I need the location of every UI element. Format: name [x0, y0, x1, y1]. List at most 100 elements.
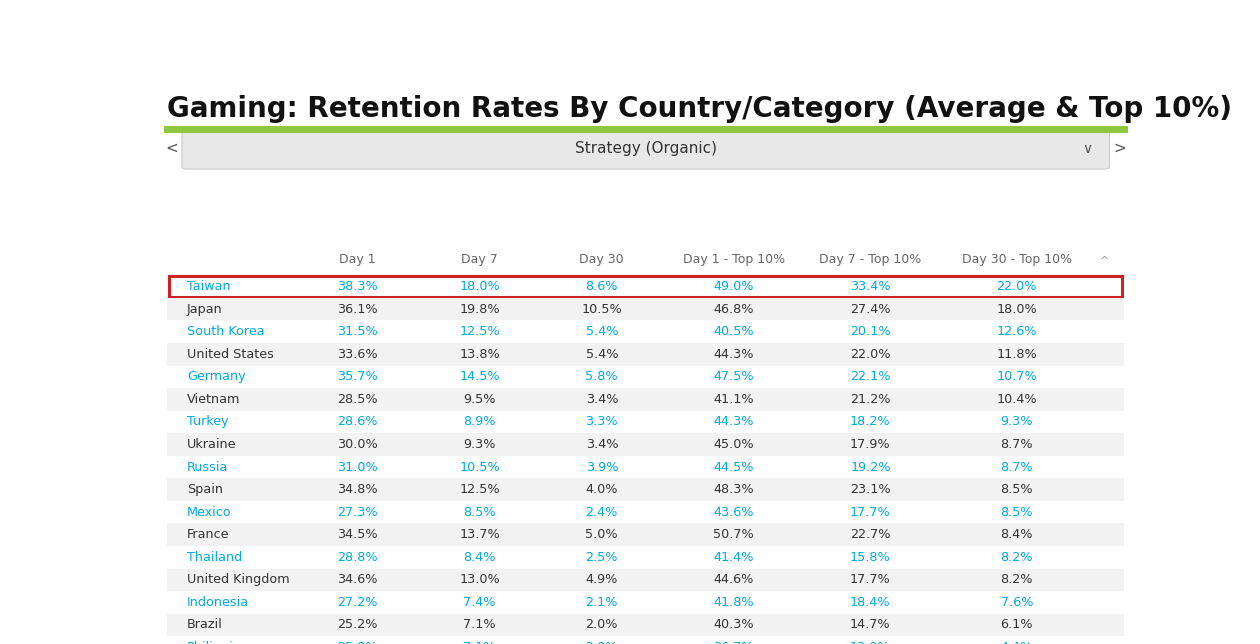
Text: 44.5%: 44.5% [713, 460, 753, 473]
Text: 33.6%: 33.6% [338, 348, 378, 361]
Text: Mexico: Mexico [186, 506, 232, 518]
Text: 44.3%: 44.3% [713, 348, 753, 361]
Text: 49.0%: 49.0% [713, 280, 753, 293]
Text: 13.8%: 13.8% [460, 348, 500, 361]
FancyBboxPatch shape [168, 433, 1124, 456]
Text: Turkey: Turkey [186, 415, 228, 428]
Text: 6.1%: 6.1% [1000, 618, 1033, 632]
Text: Day 1: Day 1 [339, 252, 375, 266]
Text: 27.2%: 27.2% [338, 596, 378, 609]
Text: 3.4%: 3.4% [586, 393, 619, 406]
Text: 28.6%: 28.6% [338, 415, 378, 428]
FancyBboxPatch shape [168, 569, 1124, 591]
Text: 8.5%: 8.5% [1000, 506, 1033, 518]
Text: United States: United States [186, 348, 273, 361]
FancyBboxPatch shape [181, 128, 1110, 169]
Text: 17.7%: 17.7% [850, 506, 891, 518]
Text: 48.3%: 48.3% [713, 483, 753, 496]
Text: 8.2%: 8.2% [1000, 573, 1033, 586]
Text: 2.0%: 2.0% [586, 641, 619, 644]
Text: 12.6%: 12.6% [997, 325, 1037, 338]
Text: Ukraine: Ukraine [186, 438, 237, 451]
Text: Day 1 - Top 10%: Day 1 - Top 10% [683, 252, 785, 266]
FancyBboxPatch shape [168, 320, 1124, 343]
Text: 9.5%: 9.5% [464, 393, 496, 406]
Text: 41.1%: 41.1% [713, 393, 753, 406]
Text: 45.0%: 45.0% [713, 438, 753, 451]
Text: 21.2%: 21.2% [850, 393, 891, 406]
Text: 27.4%: 27.4% [850, 303, 891, 316]
FancyBboxPatch shape [168, 546, 1124, 569]
Text: 28.8%: 28.8% [338, 551, 378, 564]
Text: 5.4%: 5.4% [586, 348, 619, 361]
Text: 18.0%: 18.0% [997, 303, 1037, 316]
Text: Philippines: Philippines [186, 641, 256, 644]
FancyBboxPatch shape [168, 275, 1124, 298]
Text: Strategy (Organic): Strategy (Organic) [575, 141, 717, 156]
Text: 41.8%: 41.8% [713, 596, 753, 609]
Text: 18.2%: 18.2% [850, 415, 891, 428]
Text: 19.8%: 19.8% [460, 303, 500, 316]
Text: 2.5%: 2.5% [586, 551, 619, 564]
Text: 14.5%: 14.5% [460, 370, 500, 383]
Text: 3.9%: 3.9% [586, 460, 619, 473]
FancyBboxPatch shape [168, 388, 1124, 411]
Text: 38.3%: 38.3% [338, 280, 378, 293]
Text: >: > [1113, 141, 1125, 156]
Text: 17.9%: 17.9% [850, 438, 891, 451]
Text: 8.4%: 8.4% [1000, 528, 1033, 541]
FancyBboxPatch shape [168, 501, 1124, 524]
Text: 22.1%: 22.1% [850, 370, 891, 383]
Text: Thailand: Thailand [186, 551, 242, 564]
Text: 5.8%: 5.8% [586, 370, 619, 383]
Text: 19.2%: 19.2% [850, 460, 891, 473]
Text: 41.4%: 41.4% [713, 551, 753, 564]
Text: 40.3%: 40.3% [713, 618, 753, 632]
Text: 40.5%: 40.5% [713, 325, 753, 338]
Text: 28.5%: 28.5% [338, 393, 378, 406]
Text: Brazil: Brazil [186, 618, 223, 632]
FancyBboxPatch shape [168, 366, 1124, 388]
Text: Germany: Germany [186, 370, 246, 383]
Text: ^: ^ [1100, 256, 1110, 266]
Text: 8.6%: 8.6% [586, 280, 619, 293]
FancyBboxPatch shape [168, 614, 1124, 636]
Text: Taiwan: Taiwan [186, 280, 231, 293]
Text: 5.4%: 5.4% [586, 325, 619, 338]
Text: 2.0%: 2.0% [586, 618, 619, 632]
Text: 8.7%: 8.7% [1000, 460, 1033, 473]
Text: 10.5%: 10.5% [460, 460, 500, 473]
Text: Vietnam: Vietnam [186, 393, 241, 406]
Text: Spain: Spain [186, 483, 223, 496]
Text: 17.7%: 17.7% [850, 573, 891, 586]
Text: 8.5%: 8.5% [1000, 483, 1033, 496]
Text: 8.9%: 8.9% [464, 415, 496, 428]
Text: 2.4%: 2.4% [586, 506, 617, 518]
Text: Day 7 - Top 10%: Day 7 - Top 10% [819, 252, 921, 266]
FancyBboxPatch shape [168, 478, 1124, 501]
Text: 8.7%: 8.7% [1000, 438, 1033, 451]
FancyBboxPatch shape [168, 636, 1124, 644]
Text: 9.3%: 9.3% [464, 438, 496, 451]
Text: 13.7%: 13.7% [460, 528, 500, 541]
Text: 12.5%: 12.5% [460, 325, 500, 338]
Text: 2.1%: 2.1% [586, 596, 619, 609]
Text: 36.7%: 36.7% [713, 641, 753, 644]
Text: 3.3%: 3.3% [586, 415, 619, 428]
Text: 47.5%: 47.5% [713, 370, 753, 383]
Text: 44.6%: 44.6% [713, 573, 753, 586]
Text: Day 30: Day 30 [580, 252, 624, 266]
Text: 44.3%: 44.3% [713, 415, 753, 428]
Text: 7.4%: 7.4% [464, 596, 496, 609]
Text: Gaming: Retention Rates By Country/Category (Average & Top 10%): Gaming: Retention Rates By Country/Categ… [168, 95, 1232, 122]
Text: 31.0%: 31.0% [338, 460, 378, 473]
Text: Japan: Japan [186, 303, 223, 316]
Text: Day 7: Day 7 [461, 252, 498, 266]
Text: 7.6%: 7.6% [1000, 596, 1033, 609]
Text: 34.8%: 34.8% [338, 483, 378, 496]
Text: Day 30 - Top 10%: Day 30 - Top 10% [961, 252, 1072, 266]
FancyBboxPatch shape [168, 298, 1124, 320]
FancyBboxPatch shape [168, 411, 1124, 433]
Text: 30.0%: 30.0% [338, 438, 378, 451]
Text: 22.0%: 22.0% [997, 280, 1037, 293]
